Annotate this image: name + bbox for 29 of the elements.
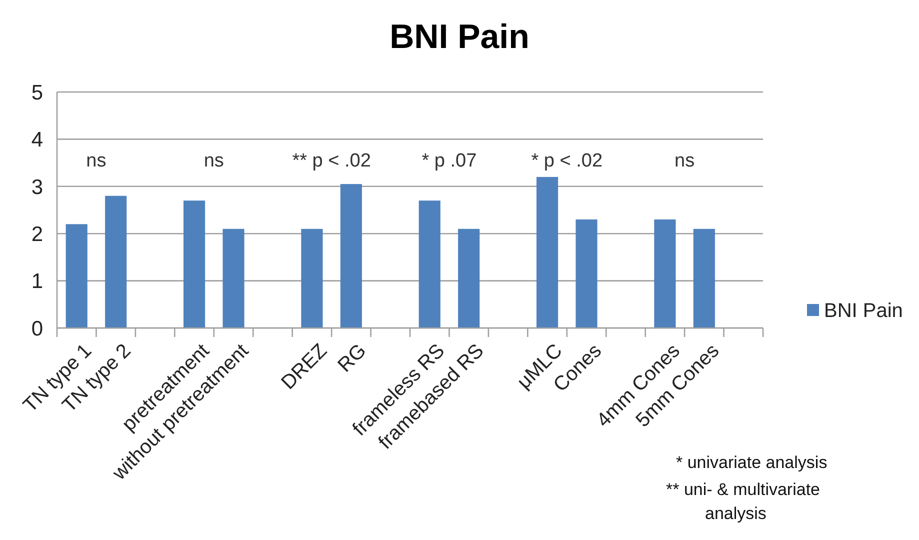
annotation: * p .07: [422, 150, 477, 172]
chart-title: BNI Pain: [390, 18, 530, 56]
annotation: * p < .02: [531, 150, 603, 172]
y-tick-label: 5: [31, 81, 43, 104]
annotation: ns: [674, 150, 695, 172]
text: * univariate analysis: [676, 453, 828, 472]
bar: [105, 196, 127, 328]
annotation: ** p < .02: [292, 150, 371, 172]
x-tick-label: RG: [334, 340, 371, 377]
y-tick-label: 4: [31, 128, 44, 152]
bar: [458, 228, 480, 328]
bar: [301, 228, 323, 328]
y-tick-label: 2: [31, 222, 43, 246]
bar: [536, 176, 558, 328]
text: ** uni- & multivariate analysis: [666, 480, 820, 523]
y-tick-label: 1: [31, 270, 43, 294]
y-tick-label: 3: [31, 176, 43, 199]
bar: [654, 219, 676, 328]
annotation: ns: [86, 150, 106, 172]
bar: [418, 200, 440, 328]
annotation: ns: [204, 150, 224, 172]
bar: [66, 224, 88, 328]
bar: [693, 228, 715, 328]
bar: [222, 228, 244, 328]
bar: [340, 184, 362, 328]
bar: [576, 219, 598, 328]
y-tick-label: 0: [31, 317, 43, 340]
bar: [183, 200, 206, 328]
legend-label: BNI Pain: [824, 300, 903, 322]
